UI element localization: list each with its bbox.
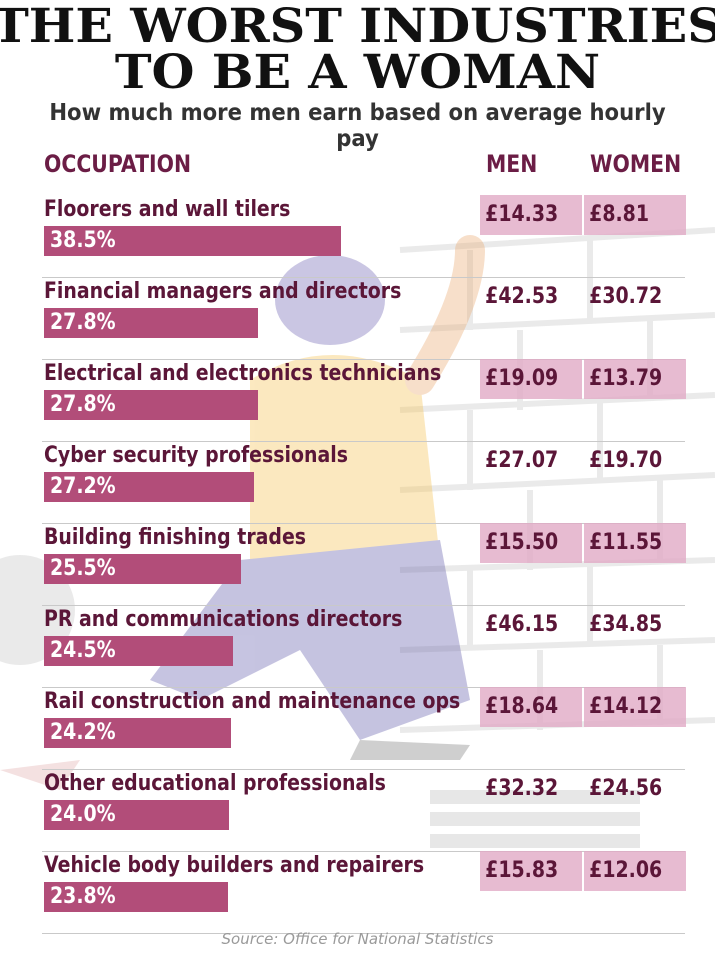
women-pay-cell: £19.70 <box>584 441 686 481</box>
pay-gap-bar <box>44 718 231 748</box>
pay-gap-label: 27.8% <box>50 310 116 335</box>
occupation-label: Cyber security professionals <box>44 443 348 468</box>
men-pay-value: £46.15 <box>485 612 559 637</box>
table-row: Vehicle body builders and repairers 23.8%… <box>0 851 715 934</box>
women-pay-cell: £30.72 <box>584 277 686 317</box>
pay-gap-bar <box>44 390 258 420</box>
women-pay-cell: £24.56 <box>584 769 686 809</box>
women-pay-cell: £14.12 <box>584 687 686 727</box>
men-pay-value: £27.07 <box>485 448 559 473</box>
men-pay-value: £15.50 <box>485 530 559 555</box>
pay-gap-bar <box>44 636 233 666</box>
men-pay-cell: £42.53 <box>480 277 582 317</box>
pay-gap-label: 24.2% <box>50 720 116 745</box>
men-pay-value: £18.64 <box>485 694 559 719</box>
women-pay-cell: £8.81 <box>584 195 686 235</box>
table-row: Cyber security professionals 27.2% £27.07 £… <box>0 441 715 524</box>
worker-figure <box>150 235 485 760</box>
men-pay-value: £42.53 <box>485 284 559 309</box>
men-pay-value: £15.83 <box>485 858 559 883</box>
table-row: Building finishing trades 25.5% £15.50 £11.… <box>0 523 715 606</box>
row-divider <box>42 523 685 524</box>
table-row: PR and communications directors 24.5% £46.… <box>0 605 715 688</box>
table-row: Floorers and wall tilers 38.5% £14.33 £8.81 <box>0 195 715 278</box>
men-pay-cell: £32.32 <box>480 769 582 809</box>
occupation-label: Building finishing trades <box>44 525 307 550</box>
table-row: Electrical and electronics technicians 27… <box>0 359 715 442</box>
pay-gap-bar <box>44 308 258 338</box>
row-divider <box>42 605 685 606</box>
row-divider <box>42 851 685 852</box>
title-line-2: TO BE A WOMAN <box>114 45 601 100</box>
men-pay-cell: £15.50 <box>480 523 582 563</box>
row-divider <box>42 933 685 934</box>
women-pay-value: £11.55 <box>589 530 663 555</box>
table-row: Financial managers and directors 27.8% £42… <box>0 277 715 360</box>
occupation-label: Vehicle body builders and repairers <box>44 853 425 878</box>
women-pay-value: £30.72 <box>589 284 663 309</box>
occupation-label: Rail construction and maintenance ops <box>44 689 461 714</box>
pay-gap-label: 25.5% <box>50 556 116 581</box>
men-pay-value: £14.33 <box>485 202 559 227</box>
women-pay-value: £34.85 <box>589 612 663 637</box>
men-pay-cell: £18.64 <box>480 687 582 727</box>
row-divider <box>42 687 685 688</box>
pay-gap-label: 27.8% <box>50 392 116 417</box>
men-pay-cell: £19.09 <box>480 359 582 399</box>
row-divider <box>42 441 685 442</box>
men-pay-cell: £27.07 <box>480 441 582 481</box>
pay-gap-label: 38.5% <box>50 228 116 253</box>
men-pay-cell: £14.33 <box>480 195 582 235</box>
pay-gap-label: 23.8% <box>50 884 116 909</box>
occupation-label: Financial managers and directors <box>44 279 402 304</box>
column-header-men: MEN <box>486 150 538 178</box>
table-row: Rail construction and maintenance ops 24.… <box>0 687 715 770</box>
pay-gap-bar <box>44 226 341 256</box>
row-divider <box>42 359 685 360</box>
occupation-label: Other educational professionals <box>44 771 386 796</box>
pay-gap-label: 24.0% <box>50 802 116 827</box>
women-pay-value: £14.12 <box>589 694 663 719</box>
men-pay-value: £19.09 <box>485 366 559 391</box>
men-pay-value: £32.32 <box>485 776 559 801</box>
paper-stack <box>430 790 640 848</box>
women-pay-cell: £11.55 <box>584 523 686 563</box>
men-pay-cell: £15.83 <box>480 851 582 891</box>
occupation-label: Electrical and electronics technicians <box>44 361 442 386</box>
occupation-label: PR and communications directors <box>44 607 403 632</box>
women-pay-value: £19.70 <box>589 448 663 473</box>
women-pay-value: £13.79 <box>589 366 663 391</box>
women-pay-cell: £34.85 <box>584 605 686 645</box>
pay-gap-bar <box>44 800 229 830</box>
women-pay-cell: £12.06 <box>584 851 686 891</box>
pay-gap-label: 27.2% <box>50 474 116 499</box>
women-pay-value: £12.06 <box>589 858 663 883</box>
table-row: Other educational professionals 24.0% £32.… <box>0 769 715 852</box>
row-divider <box>42 277 685 278</box>
women-pay-value: £8.81 <box>589 202 650 227</box>
title-line-1: THE WORST INDUSTRIES <box>0 0 715 54</box>
column-header-occupation: OCCUPATION <box>44 150 192 178</box>
pay-gap-bar <box>44 882 228 912</box>
men-pay-cell: £46.15 <box>480 605 582 645</box>
subtitle: How much more men earn based on average … <box>49 100 666 152</box>
occupation-label: Floorers and wall tilers <box>44 197 291 222</box>
pay-gap-bar <box>44 554 241 584</box>
women-pay-cell: £13.79 <box>584 359 686 399</box>
pay-gap-label: 24.5% <box>50 638 116 663</box>
pay-gap-bar <box>44 472 254 502</box>
source-note: Source: Office for National Statistics <box>221 930 494 948</box>
women-pay-value: £24.56 <box>589 776 663 801</box>
column-header-women: WOMEN <box>590 150 682 178</box>
row-divider <box>42 769 685 770</box>
